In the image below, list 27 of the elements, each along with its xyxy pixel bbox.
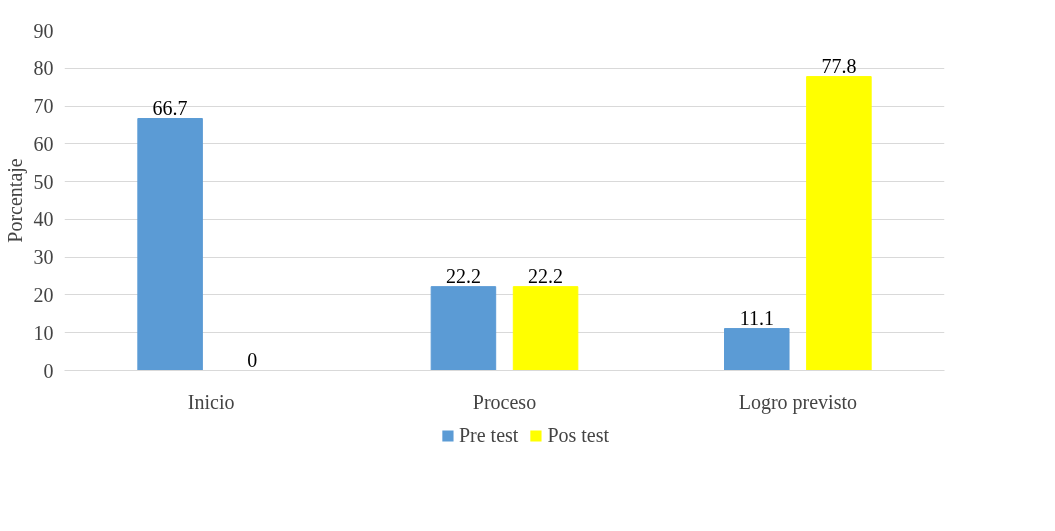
data-label: 22.2 <box>445 264 481 287</box>
y-tick-label: 30 <box>33 246 54 269</box>
y-tick-label: 10 <box>33 321 54 344</box>
data-label: 22.2 <box>528 264 564 287</box>
x-tick-label: Inicio <box>187 390 235 413</box>
data-label: 77.8 <box>821 54 857 77</box>
y-tick-label: 0 <box>43 359 54 382</box>
y-tick-label: 60 <box>33 132 54 155</box>
y-tick-label: 20 <box>33 283 54 306</box>
bar <box>806 76 872 371</box>
data-label: 0 <box>247 348 258 371</box>
y-tick-label: 80 <box>33 57 54 80</box>
y-tick-label: 70 <box>33 95 54 118</box>
legend-label: Pre test <box>458 423 519 447</box>
bar <box>724 328 790 371</box>
y-tick-label: 40 <box>33 208 54 231</box>
legend-label: Pos test <box>547 423 610 447</box>
data-label: 66.7 <box>152 96 188 119</box>
bar <box>137 118 203 371</box>
data-label: 11.1 <box>739 306 774 329</box>
y-tick-label: 50 <box>33 170 54 193</box>
y-axis-title: Porcentaje <box>3 158 27 243</box>
bar <box>512 286 579 371</box>
bar <box>430 286 497 371</box>
x-tick-label: Logro previsto <box>738 390 857 414</box>
x-tick-label: Proceso <box>472 390 537 413</box>
y-tick-label: 90 <box>33 19 54 42</box>
